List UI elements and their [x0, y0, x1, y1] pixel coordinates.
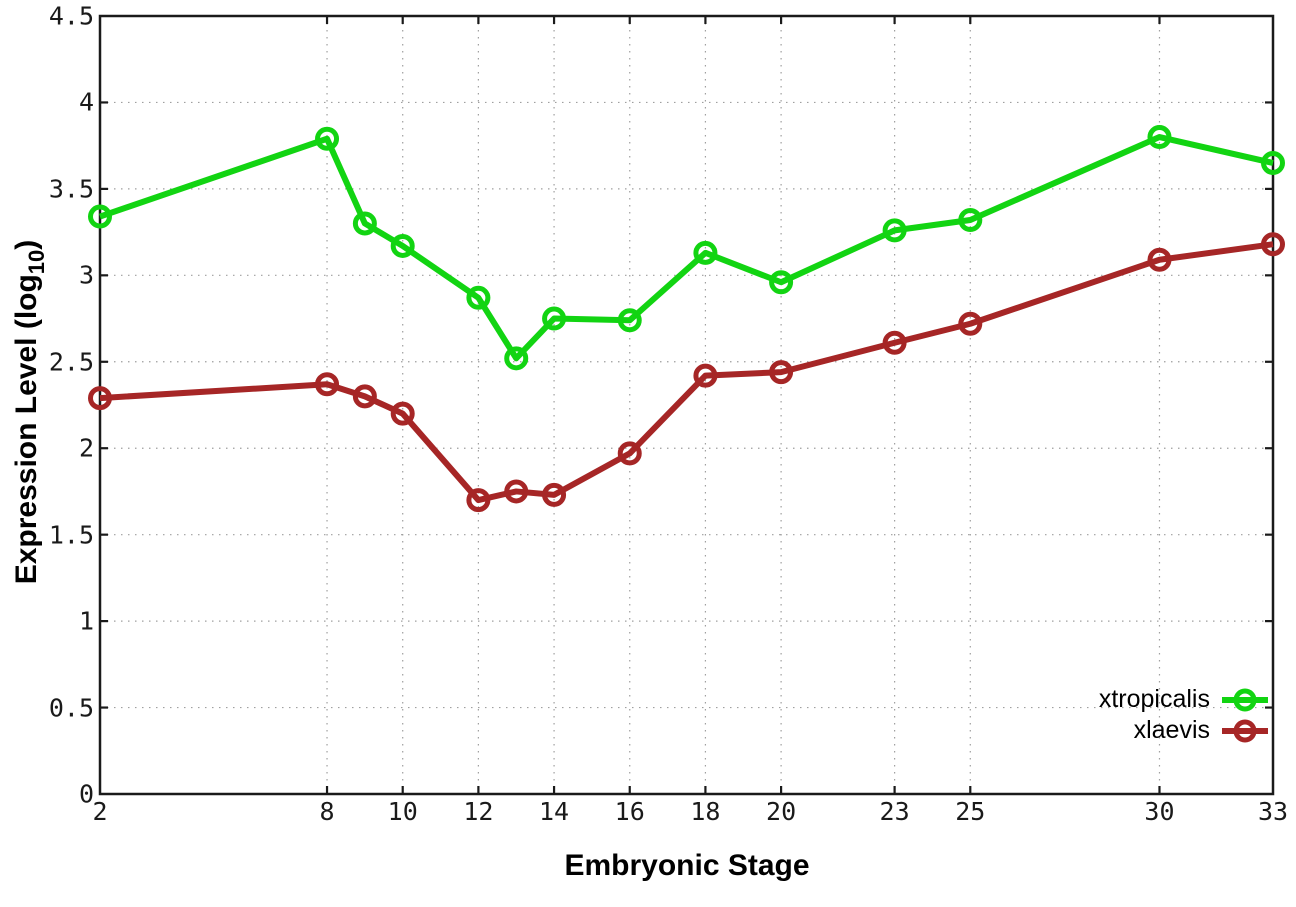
x-tick-label-2: 2 [92, 797, 108, 826]
marker-xlaevis-stage-2 [88, 386, 112, 411]
y-axis-title-text: Expression Level (log [10, 274, 43, 585]
legend-label-xtropicalis: xtropicalis [1098, 685, 1210, 713]
x-tick-label-25: 25 [955, 797, 986, 826]
marker-xtropicalis-stage-10 [390, 233, 415, 258]
marker-xtropicalis-stage-2 [88, 204, 112, 229]
marker-xlaevis-stage-25 [958, 311, 983, 336]
marker-xtropicalis-stage-30 [1147, 125, 1172, 150]
y-tick-label-4-5: 4.5 [48, 1, 94, 31]
marker-xtropicalis-stage-9 [352, 211, 377, 236]
legend-circle-sample [1233, 688, 1257, 711]
marker-xtropicalis-stage-8 [315, 126, 340, 151]
marker-xlaevis-stage-20 [769, 360, 794, 385]
marker-xlaevis-stage-10 [390, 401, 415, 426]
marker-xlaevis-stage-33 [1261, 232, 1285, 257]
legend-circle-sample [1233, 719, 1257, 742]
legend-marker-xlaevis [1222, 719, 1268, 742]
marker-xlaevis-stage-30 [1147, 247, 1172, 272]
marker-xtropicalis-stage-13 [504, 346, 529, 371]
marker-xtropicalis-stage-12 [466, 285, 491, 310]
marker-xtropicalis-stage-25 [958, 208, 983, 233]
marker-xtropicalis-stage-23 [882, 218, 907, 243]
x-tick-label-30: 30 [1144, 797, 1175, 826]
x-tick-label-14: 14 [539, 797, 570, 826]
marker-xlaevis-stage-8 [315, 372, 340, 397]
legend-entry-xlaevis: xlaevis [1099, 715, 1270, 746]
marker-xlaevis-stage-14 [542, 482, 567, 507]
x-tick-label-12: 12 [463, 797, 494, 826]
x-tick-label-23: 23 [879, 797, 910, 826]
y-tick-label-2: 2 [78, 433, 94, 463]
x-tick-label-16: 16 [614, 797, 645, 826]
legend-marker-xtropicalis [1222, 688, 1268, 711]
marker-xtropicalis-stage-18 [693, 240, 718, 265]
y-tick-label-0: 0 [78, 779, 94, 809]
y-tick-label-1: 1 [78, 606, 94, 636]
marker-xlaevis-stage-18 [693, 363, 718, 388]
y-axis-title: Expression Level (log10) [10, 240, 50, 585]
legend: xtropicalis xlaevis [1099, 684, 1270, 746]
y-tick-label-0-5: 0.5 [48, 693, 94, 723]
marker-xtropicalis-stage-33 [1261, 150, 1285, 175]
marker-xlaevis-stage-23 [882, 330, 907, 355]
line-xtropicalis [99, 134, 1274, 362]
x-axis-title: Embryonic Stage [564, 849, 810, 882]
marker-xlaevis-stage-12 [466, 488, 491, 513]
x-tick-label-20: 20 [766, 797, 797, 826]
y-tick-label-4: 4 [78, 87, 94, 117]
marker-xlaevis-stage-13 [504, 479, 529, 504]
y-tick-label-2-5: 2.5 [48, 347, 94, 377]
line-xlaevis [99, 241, 1274, 504]
x-tick-label-33: 33 [1257, 797, 1289, 826]
marker-xtropicalis-stage-14 [542, 306, 567, 331]
y-axis-title-subscript: 10 [24, 249, 49, 275]
marker-xlaevis-stage-9 [352, 384, 377, 409]
y-tick-label-3: 3 [78, 260, 94, 290]
marker-xlaevis-stage-16 [617, 441, 642, 466]
x-tick-label-10: 10 [387, 797, 418, 826]
marker-xtropicalis-stage-20 [769, 270, 794, 295]
y-tick-label-3-5: 3.5 [48, 174, 94, 204]
marker-xtropicalis-stage-16 [617, 308, 642, 333]
legend-label-xlaevis: xlaevis [1133, 716, 1210, 744]
legend-entry-xtropicalis: xtropicalis [1099, 684, 1270, 715]
plot-border [98, 14, 1275, 796]
x-tick-label-18: 18 [690, 797, 721, 826]
y-axis-title-close: ) [10, 239, 43, 250]
x-tick-label-8: 8 [319, 797, 335, 826]
y-tick-label-1-5: 1.5 [48, 520, 94, 550]
